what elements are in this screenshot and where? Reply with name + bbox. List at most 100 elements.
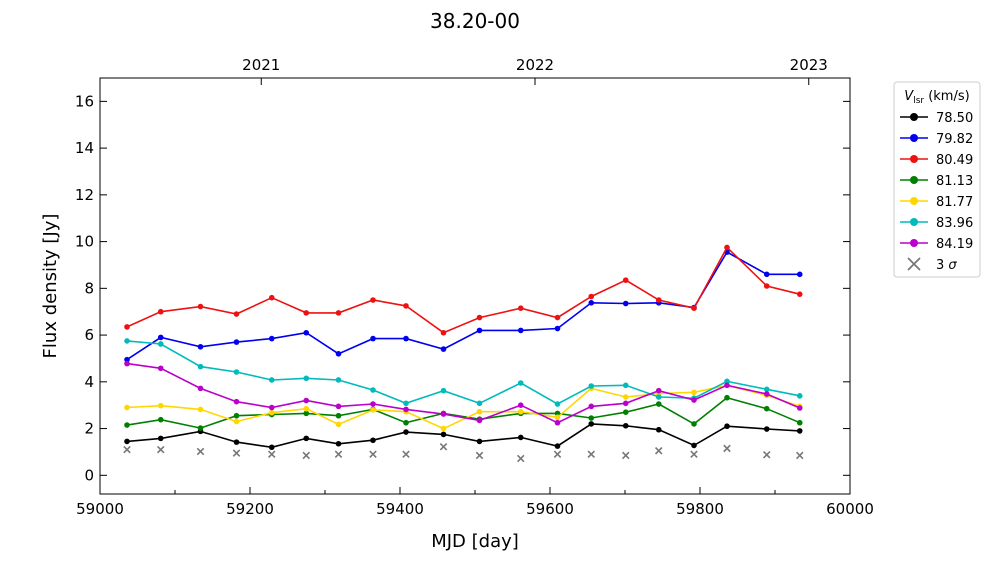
x-tick-label: 60000 xyxy=(826,500,874,518)
series-point-81.13 xyxy=(554,410,561,417)
plot-area xyxy=(123,244,804,463)
series-point-81.13 xyxy=(655,401,662,407)
series-point-83.96 xyxy=(303,375,310,382)
series-point-83.96 xyxy=(554,401,561,407)
series-point-78.50 xyxy=(370,437,376,444)
series-point-78.50 xyxy=(440,431,447,438)
series-point-83.96 xyxy=(476,400,483,407)
series-point-83.96 xyxy=(622,382,629,389)
sigma-point xyxy=(690,450,698,459)
series-point-81.13 xyxy=(157,416,164,423)
series-point-84.19 xyxy=(157,365,164,372)
series-point-79.82 xyxy=(588,300,595,306)
series-point-80.49 xyxy=(303,310,310,316)
top-tick-label: 2021 xyxy=(242,56,280,74)
series-point-79.82 xyxy=(403,335,409,342)
legend-label: 3 σ xyxy=(936,258,957,273)
legend-label: 81.77 xyxy=(936,195,973,210)
series-point-81.77 xyxy=(233,418,240,425)
series-line-83.96 xyxy=(126,340,800,405)
legend-label: 80.49 xyxy=(936,153,973,168)
series-point-80.49 xyxy=(554,314,561,321)
y-tick-label: 0 xyxy=(84,466,94,484)
series-point-84.19 xyxy=(233,398,240,405)
x-tick-label: 59600 xyxy=(526,500,574,518)
series-point-80.49 xyxy=(588,293,595,300)
series-point-78.50 xyxy=(691,442,697,449)
y-tick-label: 6 xyxy=(84,326,94,344)
series-point-80.49 xyxy=(476,314,483,321)
series-point-84.19 xyxy=(197,385,204,392)
top-tick-label: 2023 xyxy=(790,56,828,74)
series-line-81.77 xyxy=(126,384,801,430)
series-point-83.96 xyxy=(588,383,595,389)
legend-item-78.50: 78.50 xyxy=(900,111,973,126)
series-point-81.13 xyxy=(197,425,204,431)
series-point-80.49 xyxy=(796,291,803,297)
x-tick-label: 59400 xyxy=(376,500,424,518)
sigma-point xyxy=(123,445,131,454)
series-point-83.96 xyxy=(197,363,204,370)
series-point-78.50 xyxy=(233,439,240,445)
series-point-84.19 xyxy=(303,397,310,404)
series-point-79.82 xyxy=(197,343,204,350)
series-point-84.19 xyxy=(622,400,629,407)
legend-box xyxy=(893,81,981,278)
y-tick-label: 4 xyxy=(84,373,94,391)
series-point-81.13 xyxy=(303,410,310,417)
series-point-78.50 xyxy=(403,429,409,435)
series-point-78.50 xyxy=(517,434,524,441)
sigma-point xyxy=(156,445,165,454)
x-axis-label: MJD [day] xyxy=(431,531,519,552)
series-point-84.19 xyxy=(476,417,483,424)
y-tick-label: 14 xyxy=(75,139,94,157)
series-point-78.50 xyxy=(335,440,342,447)
legend-title: Vlsr (km/s) xyxy=(904,89,969,106)
y-tick-label: 8 xyxy=(84,279,94,297)
sigma-point xyxy=(232,449,241,457)
legend-label: 81.13 xyxy=(936,174,973,189)
x-tick-label: 59200 xyxy=(226,500,274,518)
series-point-81.77 xyxy=(622,394,629,400)
series-point-80.49 xyxy=(335,310,342,316)
sigma-point xyxy=(587,450,596,459)
series-point-81.13 xyxy=(691,421,697,427)
series-point-81.13 xyxy=(588,415,595,421)
series-point-79.82 xyxy=(335,350,342,357)
series-point-83.96 xyxy=(724,378,730,385)
series-point-83.96 xyxy=(335,377,342,383)
series-point-79.82 xyxy=(124,356,130,363)
sigma-point xyxy=(439,443,448,451)
series-point-84.19 xyxy=(763,391,770,397)
series-point-79.82 xyxy=(370,335,376,342)
series-line-79.82 xyxy=(126,251,800,361)
y-axis-label: Flux density [Jy] xyxy=(40,214,61,359)
legend-item-sigma: 3 σ xyxy=(907,257,957,273)
series-point-80.49 xyxy=(403,303,409,309)
series-point-83.96 xyxy=(763,386,770,393)
series-point-81.77 xyxy=(268,409,275,416)
series-point-81.13 xyxy=(796,419,803,426)
series-point-81.13 xyxy=(335,412,342,419)
series-point-79.82 xyxy=(476,327,483,334)
series-point-81.77 xyxy=(197,406,204,413)
series-point-84.19 xyxy=(796,405,803,411)
series-point-78.50 xyxy=(622,422,629,429)
sigma-point xyxy=(267,450,276,459)
y-tick-label: 16 xyxy=(75,92,94,110)
series-point-79.82 xyxy=(622,300,629,307)
legend-label: 78.50 xyxy=(936,111,973,126)
series-point-80.49 xyxy=(517,305,524,312)
series-point-81.77 xyxy=(440,425,447,432)
series-point-78.50 xyxy=(476,438,483,445)
series-point-79.82 xyxy=(796,271,803,278)
series-point-83.96 xyxy=(655,394,662,400)
series-point-79.82 xyxy=(554,325,561,332)
series-point-84.19 xyxy=(691,397,697,403)
series-point-78.50 xyxy=(268,444,275,451)
series-line-78.50 xyxy=(126,423,800,449)
series-point-80.49 xyxy=(440,329,447,336)
sigma-point xyxy=(475,451,484,460)
series-point-80.49 xyxy=(763,283,770,289)
